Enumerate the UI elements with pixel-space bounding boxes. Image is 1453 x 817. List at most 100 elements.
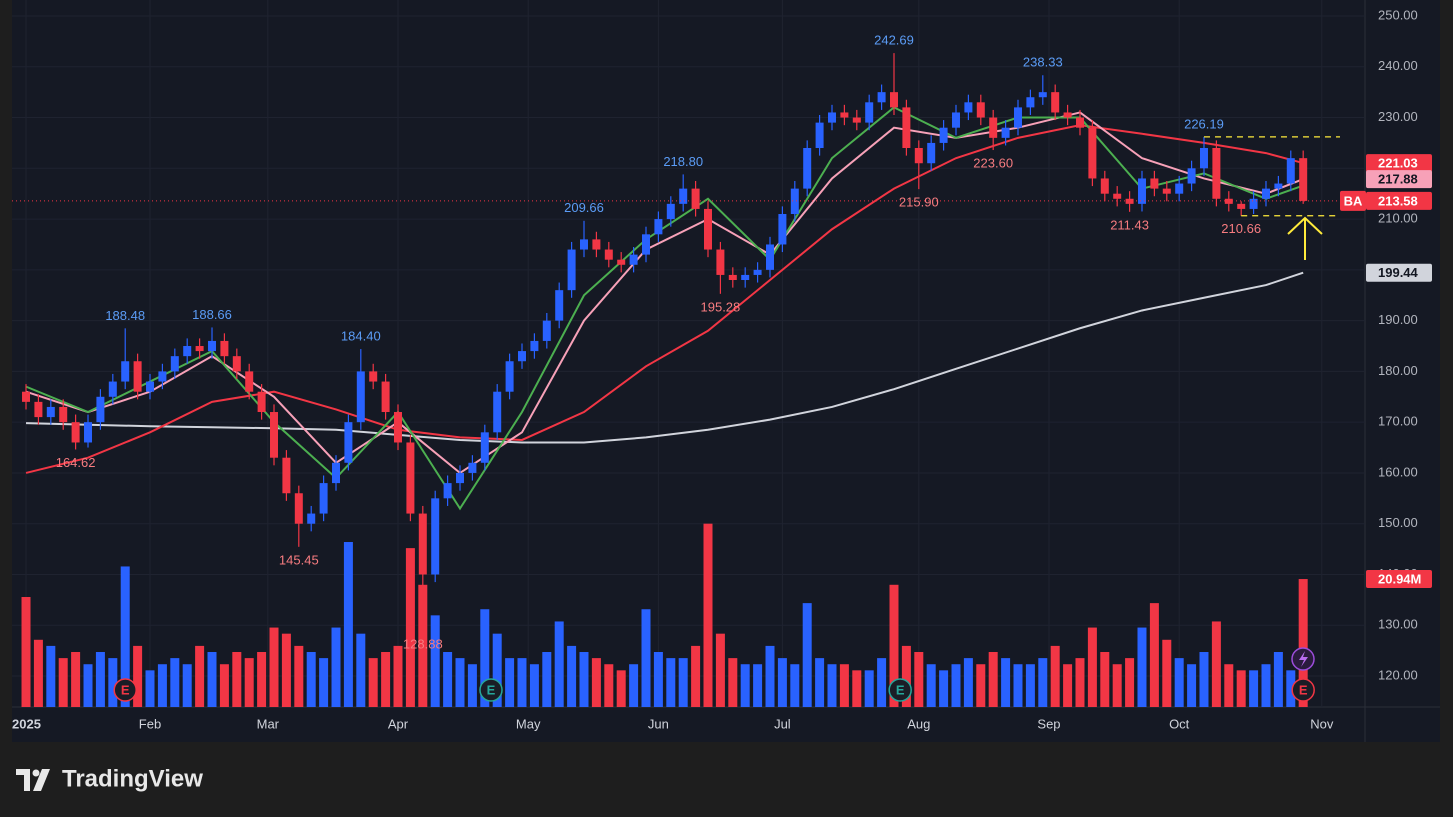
volume-bar	[765, 645, 775, 707]
ma-price-tag	[1366, 263, 1432, 282]
candle-body	[939, 127, 948, 143]
y-tick-label: 160.00	[1378, 464, 1418, 479]
volume-bar	[133, 645, 143, 707]
candle-body	[1249, 198, 1258, 209]
earnings-marker	[479, 678, 503, 702]
candle-body	[84, 422, 93, 443]
candle-body	[951, 112, 960, 128]
candle-body	[480, 432, 489, 463]
volume-bar	[21, 597, 31, 707]
extreme-label: 226.19	[1184, 116, 1224, 131]
volume-bar	[629, 664, 639, 707]
symbol-label: BA	[1344, 193, 1363, 208]
last-price-label-box	[1366, 191, 1432, 210]
candle-body	[518, 351, 527, 362]
candle-body	[319, 483, 328, 514]
volume-bar	[405, 548, 415, 707]
volume-bar	[455, 658, 465, 707]
volume-bar	[46, 645, 56, 707]
candle-body	[1162, 188, 1171, 194]
volume-bar	[1050, 645, 1060, 707]
candle-body	[59, 406, 68, 423]
volume-bar	[393, 645, 403, 707]
ma-price-tag	[1366, 154, 1432, 173]
x-tick-label: Jul	[774, 716, 791, 731]
candle-body	[741, 274, 750, 281]
extreme-label: 218.80	[663, 154, 703, 169]
candle-body	[1026, 97, 1035, 108]
candle-body	[914, 148, 923, 164]
candle-body	[245, 371, 254, 392]
candle-body	[493, 391, 502, 433]
volume-bar	[1187, 664, 1197, 707]
volume-bar	[381, 652, 391, 707]
volume-bar	[914, 652, 924, 707]
earnings-label: E	[487, 682, 496, 697]
candle-body	[1299, 158, 1308, 201]
candle-body	[282, 457, 291, 494]
volume-bar	[170, 658, 180, 707]
x-tick-label: Oct	[1169, 716, 1190, 731]
volume-bar	[368, 658, 378, 707]
candle-body	[1261, 188, 1270, 199]
volume-bar	[430, 615, 440, 707]
volume-bar	[244, 658, 254, 707]
volume-bar	[740, 664, 750, 707]
candle-body	[133, 361, 142, 392]
x-tick-label: 2025	[12, 716, 41, 731]
plot-area	[12, 0, 1365, 707]
candle-body	[753, 269, 762, 275]
candle-body	[158, 371, 167, 382]
y-tick-label: 150.00	[1378, 515, 1418, 530]
extreme-label: 215.90	[899, 195, 939, 210]
volume-bar	[269, 627, 279, 707]
candle-body	[641, 234, 650, 255]
candle-body	[592, 239, 601, 250]
volume-bar	[1224, 664, 1234, 707]
candle-body	[989, 117, 998, 138]
volume-bar	[480, 609, 490, 707]
volume-bar	[120, 566, 130, 707]
candle-body	[369, 371, 378, 382]
candle-body	[542, 320, 551, 341]
extreme-label: 210.66	[1221, 221, 1261, 236]
volume-bar	[95, 652, 105, 707]
candle-body	[71, 422, 80, 443]
volume-bar	[71, 652, 81, 707]
earnings-marker	[888, 678, 912, 702]
candle-body	[530, 340, 539, 352]
volume-bar	[604, 664, 614, 707]
volume-bar	[864, 670, 874, 707]
volume-bar	[145, 670, 155, 707]
y-tick-label: 130.00	[1378, 617, 1418, 632]
candle-body	[1237, 203, 1246, 209]
volume-bar	[182, 664, 192, 707]
candle-body	[889, 92, 898, 108]
volume-bar	[58, 658, 68, 707]
volume-bar	[988, 652, 998, 707]
alert-icon	[1291, 647, 1315, 671]
volume-bar	[815, 658, 825, 707]
extreme-label: 242.69	[874, 33, 914, 48]
candle-body	[344, 422, 353, 463]
candle-body	[257, 391, 266, 413]
y-tick-label: 240.00	[1378, 58, 1418, 73]
candle-body	[1001, 127, 1010, 138]
candle-body	[778, 214, 787, 245]
candle-body	[865, 102, 874, 123]
candle-body	[827, 112, 836, 123]
symbol-tag	[1340, 190, 1366, 211]
earnings-marker	[113, 678, 137, 702]
candle-body	[96, 396, 105, 423]
candle-body	[456, 472, 465, 484]
volume-bar	[306, 652, 316, 707]
volume-bar	[517, 658, 527, 707]
volume-bar	[294, 645, 304, 707]
ma-price-tag	[1366, 170, 1432, 189]
candle-body	[840, 112, 849, 118]
candle-body	[728, 274, 737, 281]
volume-bar	[753, 664, 763, 707]
candle-body	[1125, 198, 1134, 204]
candle-body	[1088, 127, 1097, 179]
